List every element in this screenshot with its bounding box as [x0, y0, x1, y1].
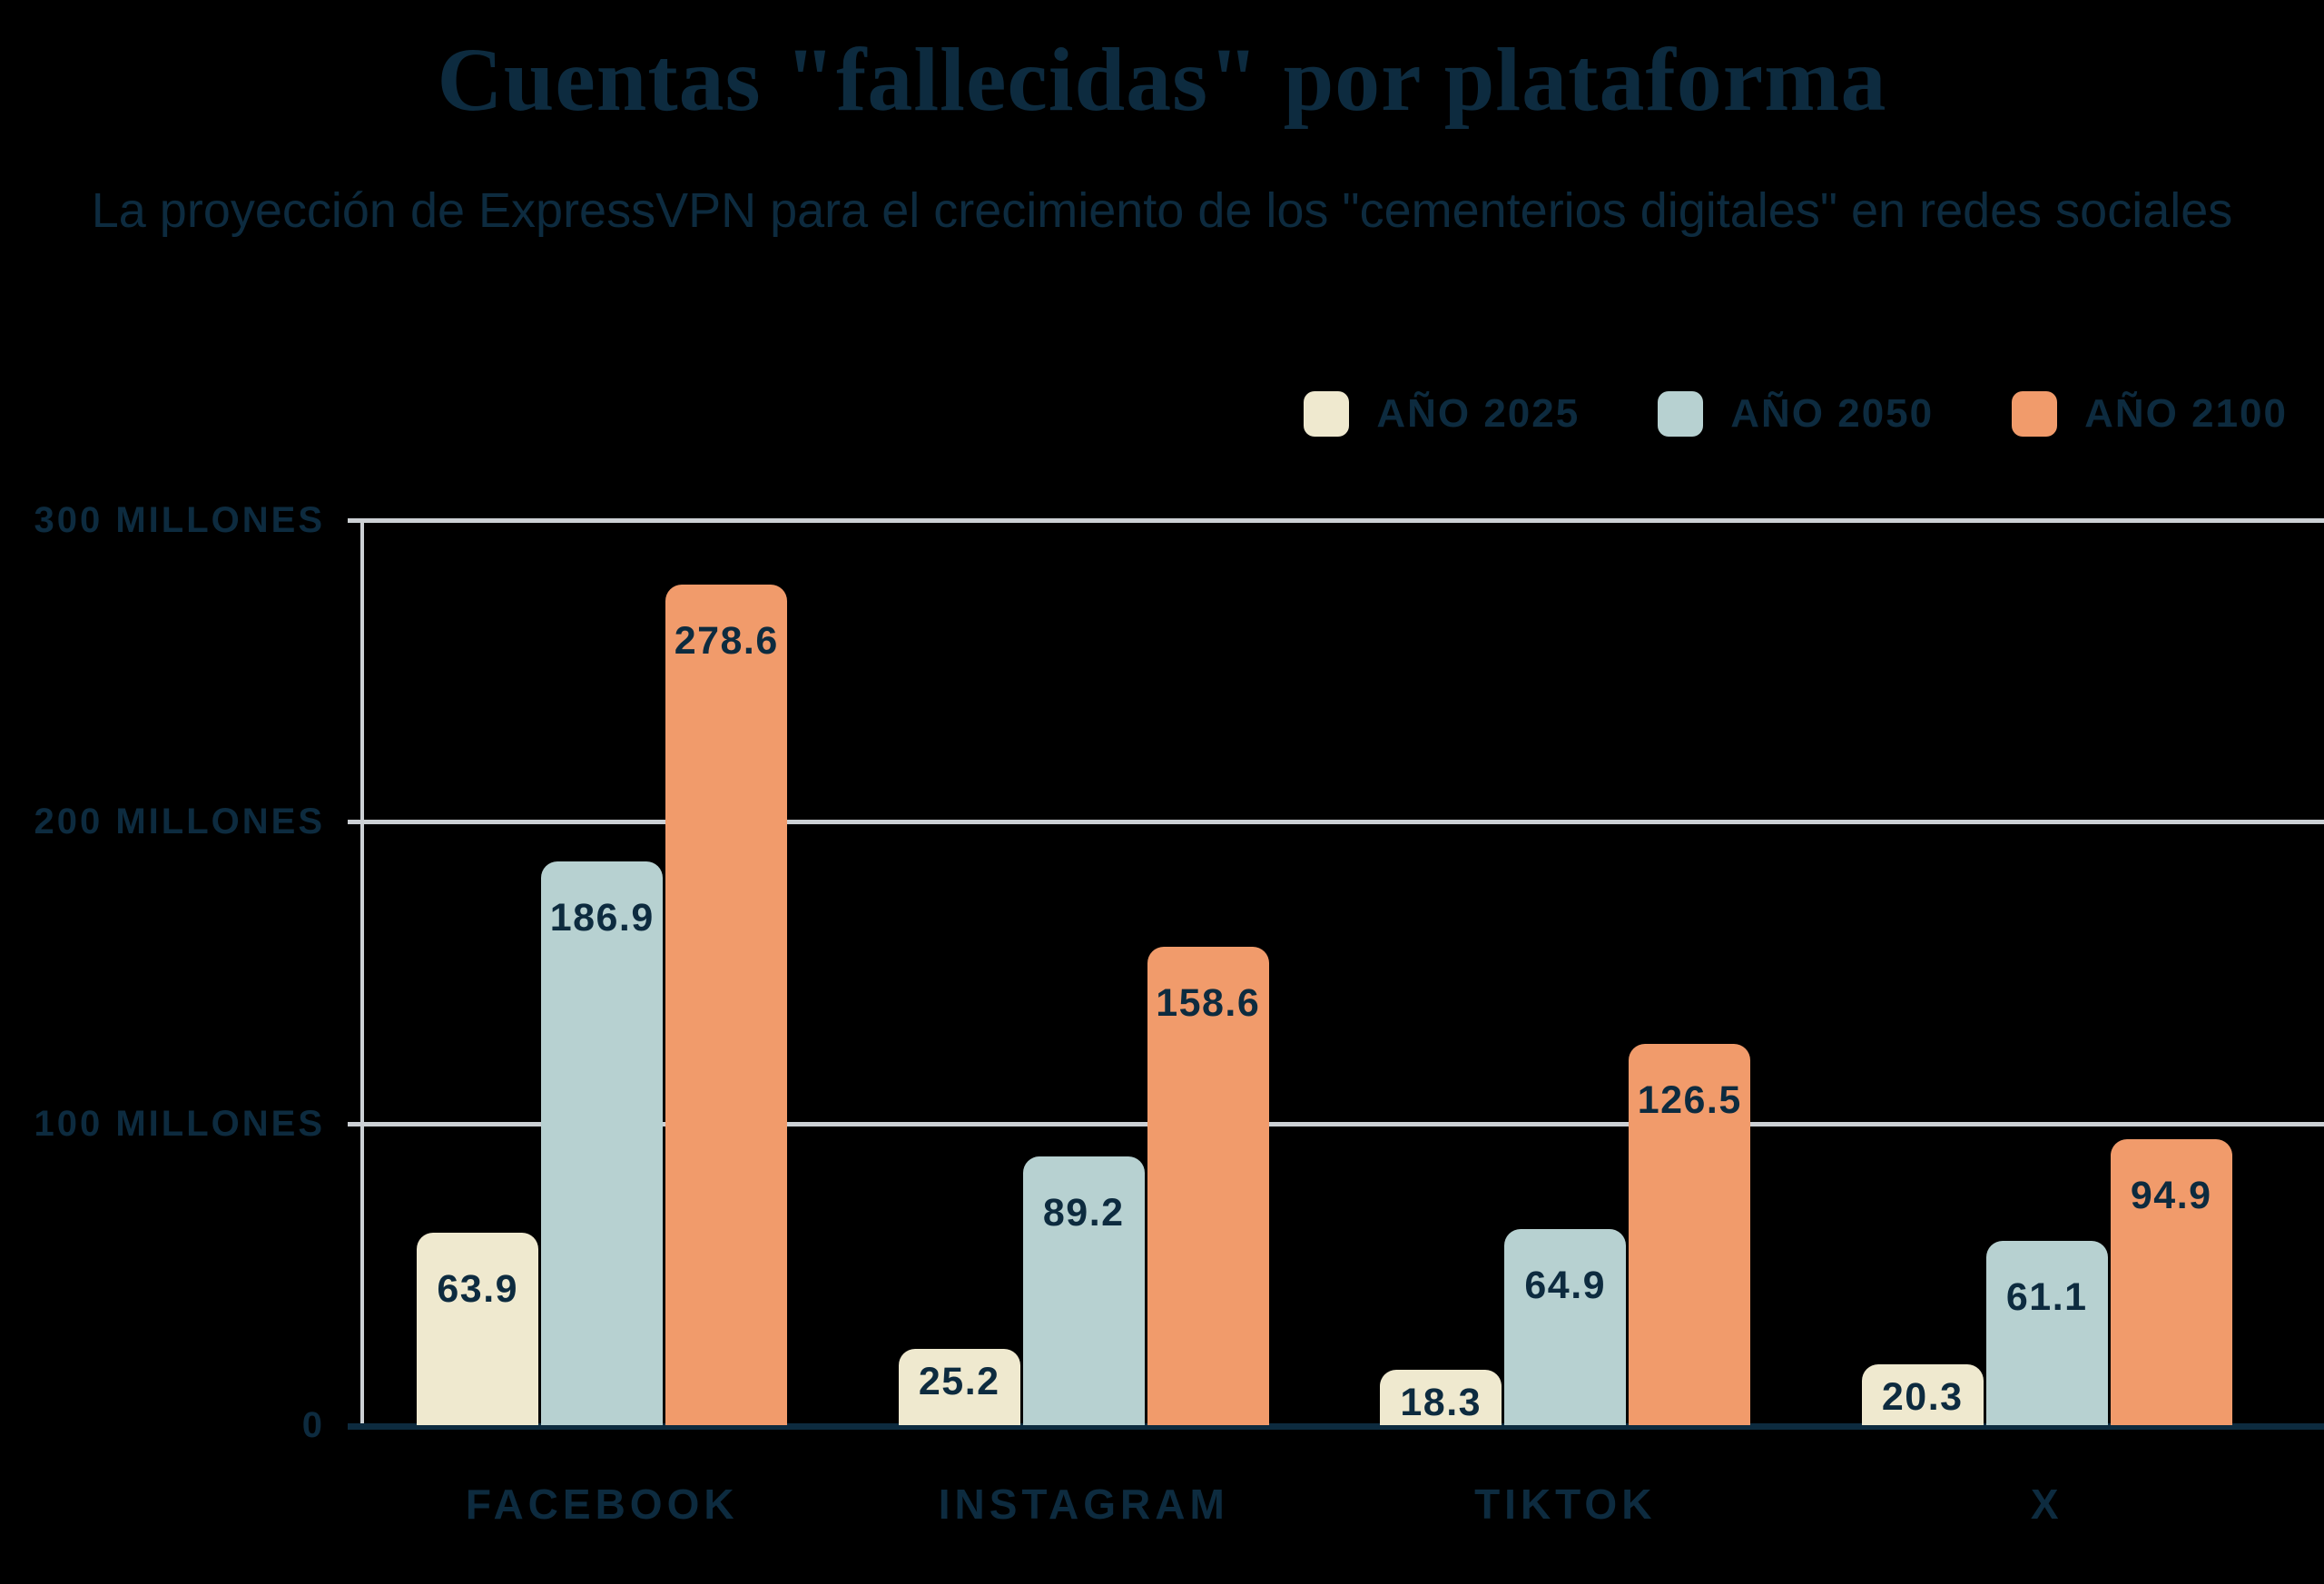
legend-label-2025: AÑO 2025 — [1376, 391, 1581, 436]
bar-value-label: 18.3 — [1400, 1381, 1482, 1424]
x-axis-baseline — [348, 1423, 2324, 1430]
bar-value-label: 89.2 — [1042, 1191, 1125, 1235]
gridline-300 — [348, 518, 2324, 523]
bar: 278.6 — [665, 585, 788, 1425]
bar: 20.3 — [1861, 1364, 1984, 1425]
legend-item-2050: AÑO 2050 — [1658, 391, 1934, 437]
bar-value-label: 126.5 — [1637, 1078, 1742, 1122]
bar: 63.9 — [417, 1233, 539, 1425]
bar-value-label: 278.6 — [674, 619, 779, 663]
bar-value-label: 20.3 — [1881, 1375, 1964, 1419]
gridline-100 — [348, 1122, 2324, 1127]
bar: 25.2 — [898, 1349, 1020, 1425]
bar-value-label: 64.9 — [1524, 1264, 1607, 1307]
legend-label-2050: AÑO 2050 — [1730, 391, 1935, 436]
gridline-200 — [348, 820, 2324, 824]
bar-groups: 63.9 186.9 278.6 FACEBOOK 25.2 89.2 158.6 INSTA… — [361, 519, 2288, 1528]
legend: AÑO 2025 AÑO 2050 AÑO 2100 — [1304, 391, 2288, 437]
bar-group: 63.9 186.9 278.6 FACEBOOK — [417, 585, 788, 1528]
y-tick-label-200: 200 MILLONES — [34, 802, 325, 841]
bar-group: 20.3 61.1 94.9 X — [1861, 1139, 2232, 1528]
chart-title: Cuentas "fallecidas" por plataforma — [437, 29, 1887, 130]
legend-swatch-2100 — [2012, 391, 2058, 437]
bar-value-label: 186.9 — [549, 896, 655, 940]
category-label: TIKTOK — [1474, 1481, 1657, 1528]
bar: 61.1 — [1985, 1241, 2108, 1425]
y-tick-label-100: 100 MILLONES — [34, 1104, 325, 1144]
bar: 186.9 — [541, 861, 664, 1425]
legend-item-2100: AÑO 2100 — [2012, 391, 2288, 437]
category-label: INSTAGRAM — [938, 1481, 1229, 1528]
bar-value-label: 25.2 — [918, 1360, 1000, 1403]
bar-value-label: 158.6 — [1156, 981, 1261, 1025]
category-label: FACEBOOK — [465, 1481, 739, 1528]
legend-swatch-2050 — [1658, 391, 1704, 437]
bar: 64.9 — [1504, 1229, 1627, 1425]
legend-item-2025: AÑO 2025 — [1304, 391, 1580, 437]
bar: 158.6 — [1147, 947, 1269, 1425]
bar: 18.3 — [1380, 1370, 1502, 1425]
bar: 94.9 — [2110, 1139, 2232, 1425]
chart-subtitle: La proyección de ExpressVPN para el crec… — [91, 183, 2233, 238]
y-axis-line — [360, 520, 364, 1427]
bar: 89.2 — [1022, 1156, 1145, 1425]
legend-label-2100: AÑO 2100 — [2084, 391, 2288, 436]
bar-group: 25.2 89.2 158.6 INSTAGRAM — [898, 947, 1269, 1528]
bar-value-label: 63.9 — [437, 1267, 519, 1311]
bar-group: 18.3 64.9 126.5 TIKTOK — [1380, 1044, 1751, 1528]
bar-value-label: 94.9 — [2130, 1174, 2212, 1217]
y-tick-label-0: 0 — [301, 1405, 325, 1445]
bar: 126.5 — [1629, 1044, 1751, 1425]
y-tick-label-300: 300 MILLONES — [34, 500, 325, 540]
category-label: X — [2030, 1481, 2063, 1528]
bar-value-label: 61.1 — [2005, 1275, 2088, 1319]
legend-swatch-2025 — [1304, 391, 1350, 437]
